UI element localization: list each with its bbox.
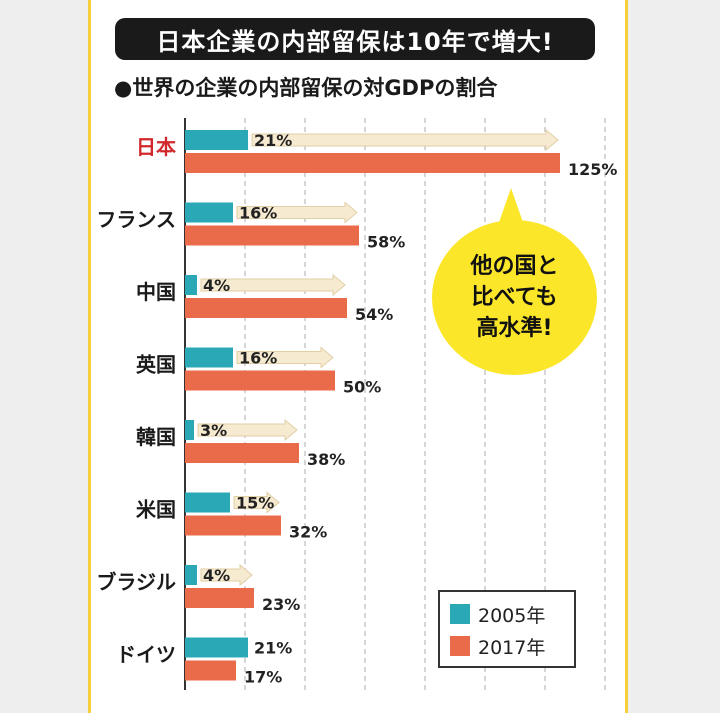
- chart-title-banner: 日本企業の内部留保は10年で増大!: [115, 18, 595, 60]
- legend: 2005年 2017年: [438, 590, 576, 668]
- callout-line-1: 他の国と: [470, 254, 559, 279]
- legend-swatch-2017: [450, 636, 470, 656]
- bar-2005: [185, 637, 248, 658]
- bar-2017: [185, 443, 299, 463]
- data-label-2017: 54%: [355, 305, 393, 324]
- data-label-2005: 21%: [254, 639, 292, 658]
- bar-2017: [185, 153, 560, 173]
- bar-2017: [185, 370, 335, 391]
- data-label-2005: 16%: [239, 349, 277, 368]
- growth-arrow: [236, 346, 334, 369]
- category-label: 米国: [136, 498, 176, 522]
- data-label-2005: 16%: [239, 204, 277, 223]
- data-label-2005: 21%: [254, 131, 292, 150]
- data-label-2005: 4%: [203, 276, 230, 295]
- bar-2005: [185, 347, 233, 368]
- chart-subtitle: ●世界の企業の内部留保の対GDPの割合: [114, 76, 498, 100]
- bar-2005: [185, 202, 233, 223]
- callout-line-2: 比べても: [471, 285, 558, 310]
- data-label-2017: 58%: [367, 233, 405, 252]
- growth-arrow: [233, 491, 280, 514]
- data-label-2017: 17%: [244, 668, 282, 687]
- data-label-2017: 38%: [307, 450, 345, 469]
- category-label: 日本: [136, 135, 176, 159]
- legend-swatch-2005: [450, 604, 470, 624]
- growth-arrow: [200, 563, 253, 587]
- bar-2017: [185, 298, 347, 318]
- bar-2005: [185, 130, 248, 150]
- data-label-2017: 32%: [289, 523, 327, 542]
- bar-2005: [185, 275, 197, 295]
- legend-item-2005: 2005年: [450, 598, 564, 630]
- bar-2017: [185, 660, 236, 681]
- growth-arrow: [197, 418, 298, 442]
- bar-2005: [185, 420, 194, 440]
- growth-arrow: [251, 128, 559, 152]
- growth-arrow: [236, 201, 358, 224]
- bar-2005: [185, 492, 230, 513]
- data-label-2005: 4%: [203, 566, 230, 585]
- data-label-2005: 15%: [236, 494, 274, 513]
- bar-2005: [185, 565, 197, 585]
- data-label-2017: 125%: [568, 160, 617, 179]
- data-label-2017: 50%: [343, 378, 381, 397]
- legend-label-2017: 2017年: [478, 636, 546, 659]
- category-label: フランス: [96, 208, 176, 232]
- category-label: ブラジル: [96, 570, 176, 594]
- callout-bubble: 他の国と 比べても 高水準!: [432, 220, 597, 375]
- bar-2017: [185, 225, 359, 246]
- bar-2017: [185, 515, 281, 536]
- category-label: 中国: [136, 280, 176, 304]
- legend-item-2017: 2017年: [450, 630, 564, 662]
- data-label-2005: 3%: [200, 421, 227, 440]
- legend-label-2005: 2005年: [478, 604, 546, 627]
- growth-arrow: [200, 273, 346, 297]
- category-label: 英国: [136, 353, 176, 377]
- bar-2017: [185, 588, 254, 608]
- callout-line-3: 高水準!: [476, 316, 553, 341]
- category-label: ドイツ: [116, 643, 176, 667]
- category-label: 韓国: [136, 425, 176, 449]
- data-label-2017: 23%: [262, 595, 300, 614]
